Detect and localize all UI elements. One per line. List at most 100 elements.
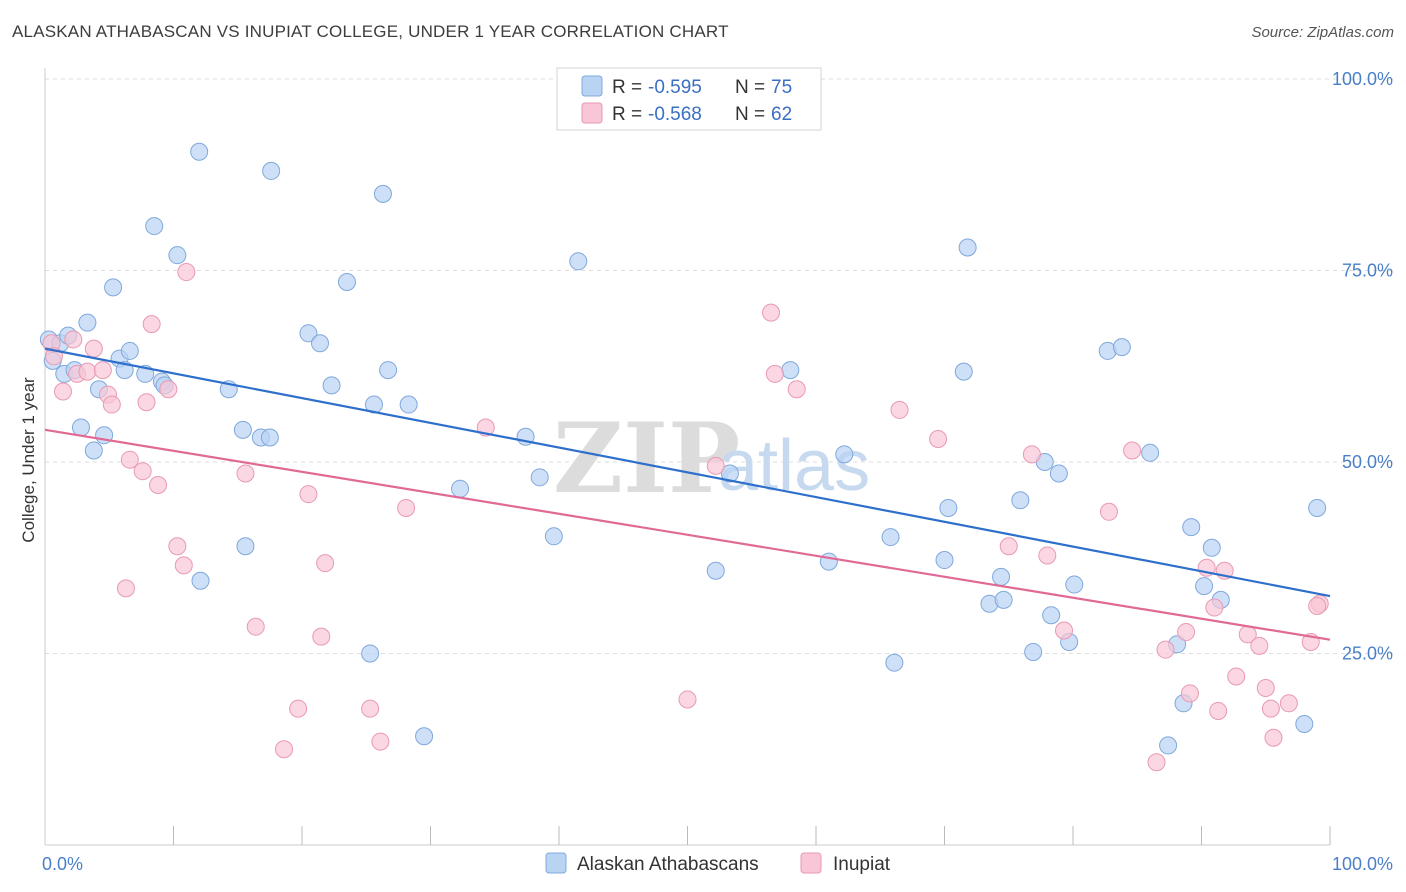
point-athabascan <box>569 252 588 271</box>
point-athabascan <box>1195 577 1214 596</box>
point-athabascan <box>1042 606 1061 625</box>
point-inupiat <box>1022 445 1041 464</box>
point-inupiat <box>1264 728 1283 747</box>
point-inupiat <box>316 554 335 573</box>
y-tick-label: 75.0% <box>1342 261 1393 281</box>
point-inupiat <box>142 315 161 334</box>
bottom-legend-swatch-pink <box>800 852 822 874</box>
legend-n-label-pink: N = <box>735 104 765 125</box>
point-athabascan <box>262 161 281 180</box>
point-athabascan <box>168 246 187 265</box>
point-inupiat <box>116 579 135 598</box>
point-inupiat <box>236 464 255 483</box>
point-athabascan <box>781 361 800 380</box>
point-inupiat <box>1256 678 1275 697</box>
point-athabascan <box>1065 575 1084 594</box>
point-inupiat <box>1123 441 1142 460</box>
point-athabascan <box>992 567 1011 586</box>
watermark-atlas: atlas <box>718 426 870 506</box>
trend-line-athabascan <box>44 347 1331 598</box>
point-inupiat <box>1209 701 1228 720</box>
point-athabascan <box>260 428 279 447</box>
point-inupiat <box>1205 598 1224 617</box>
point-athabascan <box>706 561 725 580</box>
point-inupiat <box>1156 640 1175 659</box>
point-athabascan <box>84 441 103 460</box>
point-athabascan <box>1024 642 1043 661</box>
point-athabascan <box>885 653 904 672</box>
y-axis-label: College, Under 1 year <box>19 377 38 543</box>
legend-r-value-pink: -0.568 <box>648 104 702 125</box>
data-points <box>39 142 1329 772</box>
point-inupiat <box>299 485 318 504</box>
point-athabascan <box>236 537 255 556</box>
point-athabascan <box>190 142 209 161</box>
trend-line-inupiat <box>44 428 1331 641</box>
legend-r-label-blue: R = <box>612 77 642 98</box>
point-athabascan <box>337 272 356 291</box>
axes <box>44 68 1331 846</box>
point-inupiat <box>120 450 139 469</box>
point-athabascan <box>1141 443 1160 462</box>
point-inupiat <box>1099 502 1118 521</box>
legend-r-label-pink: R = <box>612 104 642 125</box>
point-inupiat <box>1227 667 1246 686</box>
point-athabascan <box>819 552 838 571</box>
point-inupiat <box>765 364 784 383</box>
point-athabascan <box>373 184 392 203</box>
point-athabascan <box>379 361 398 380</box>
point-athabascan <box>1011 491 1030 510</box>
point-inupiat <box>371 732 390 751</box>
watermark-zip: ZIP <box>553 402 740 515</box>
point-inupiat <box>678 690 697 709</box>
point-inupiat <box>84 339 103 358</box>
y-tick-label: 100.0% <box>1332 69 1393 89</box>
point-inupiat <box>137 393 156 412</box>
point-athabascan <box>104 278 123 297</box>
point-athabascan <box>415 727 434 746</box>
point-inupiat <box>275 740 294 759</box>
point-athabascan <box>958 238 977 257</box>
x-tick-label-min: 0.0% <box>42 854 83 874</box>
point-athabascan <box>299 324 318 343</box>
point-athabascan <box>451 479 470 498</box>
x-tick-labels: 0.0% 100.0% <box>42 854 1393 874</box>
point-inupiat <box>246 617 265 636</box>
point-inupiat <box>133 462 152 481</box>
point-inupiat <box>1279 694 1298 713</box>
point-athabascan <box>191 571 210 590</box>
bottom-legend-swatch-blue <box>545 852 567 874</box>
point-athabascan <box>994 590 1013 609</box>
bottom-legend-label-pink: Inupiat <box>833 854 891 875</box>
point-athabascan <box>720 464 739 483</box>
point-athabascan <box>881 528 900 547</box>
point-inupiat <box>174 556 193 575</box>
trend-lines <box>44 347 1331 641</box>
point-athabascan <box>935 551 954 570</box>
point-inupiat <box>1055 621 1074 640</box>
point-inupiat <box>762 303 781 322</box>
point-inupiat <box>53 382 72 401</box>
chart-title: ALASKAN ATHABASCAN VS INUPIAT COLLEGE, U… <box>12 22 729 41</box>
point-athabascan <box>1112 338 1131 357</box>
point-athabascan <box>399 395 418 414</box>
point-inupiat <box>102 395 121 414</box>
point-athabascan <box>544 527 563 546</box>
legend-r-value-blue: -0.595 <box>648 77 702 98</box>
point-inupiat <box>361 699 380 718</box>
point-athabascan <box>954 362 973 381</box>
point-inupiat <box>999 537 1018 556</box>
point-athabascan <box>145 217 164 236</box>
point-athabascan <box>78 313 97 332</box>
point-athabascan <box>1295 714 1314 733</box>
point-athabascan <box>835 445 854 464</box>
legend-swatch-blue <box>581 75 603 97</box>
point-athabascan <box>120 341 139 360</box>
point-inupiat <box>787 380 806 399</box>
point-inupiat <box>1180 684 1199 703</box>
point-inupiat <box>1250 636 1269 655</box>
point-inupiat <box>289 699 308 718</box>
point-athabascan <box>361 644 380 663</box>
point-athabascan <box>1202 538 1221 557</box>
